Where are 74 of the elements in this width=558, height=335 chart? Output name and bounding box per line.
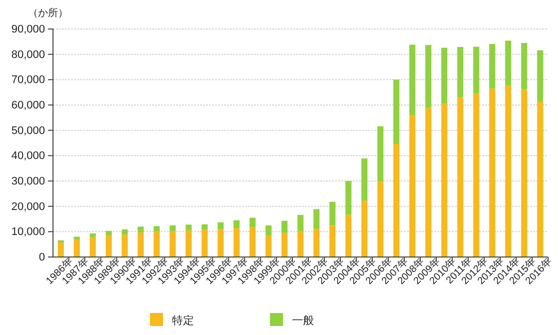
bar bbox=[377, 181, 384, 257]
bar bbox=[122, 229, 128, 234]
bar bbox=[90, 236, 96, 257]
bar bbox=[266, 236, 272, 257]
y-tick-label: 80,000 bbox=[11, 48, 45, 61]
bar bbox=[441, 48, 448, 104]
y-tick-label: 60,000 bbox=[11, 100, 45, 112]
bar bbox=[74, 236, 80, 240]
bar bbox=[90, 233, 96, 237]
bar bbox=[74, 240, 80, 257]
legend-label: 特定 bbox=[172, 314, 194, 327]
bar bbox=[537, 50, 544, 102]
y-tick-label: 20,000 bbox=[11, 200, 45, 213]
bar bbox=[218, 222, 224, 230]
bar bbox=[473, 93, 480, 257]
bar bbox=[457, 97, 464, 257]
bar bbox=[58, 242, 64, 257]
y-tick-label: 10,000 bbox=[11, 226, 45, 238]
y-tick-label: 90,000 bbox=[11, 24, 45, 36]
bar bbox=[297, 214, 304, 231]
bar bbox=[329, 225, 336, 257]
bar bbox=[106, 236, 112, 257]
bar bbox=[218, 229, 224, 257]
bar bbox=[234, 228, 240, 257]
bar bbox=[521, 89, 528, 257]
bar bbox=[329, 202, 336, 226]
bar bbox=[250, 218, 256, 228]
bar bbox=[409, 44, 416, 116]
bar bbox=[297, 230, 304, 257]
bar bbox=[266, 225, 272, 236]
bar bbox=[505, 86, 512, 257]
bar bbox=[361, 200, 368, 257]
bar bbox=[202, 224, 208, 230]
y-tick-label: 0 bbox=[38, 252, 45, 264]
bar bbox=[409, 115, 416, 257]
bar bbox=[313, 228, 320, 257]
bar bbox=[537, 102, 544, 257]
y-tick-label: 50,000 bbox=[11, 124, 45, 137]
bar bbox=[250, 227, 256, 257]
bar bbox=[345, 214, 352, 257]
bar bbox=[170, 231, 176, 257]
bar bbox=[441, 104, 448, 257]
bar bbox=[106, 230, 112, 236]
y-tick-label: 30,000 bbox=[11, 176, 45, 188]
bar bbox=[170, 225, 176, 232]
bar bbox=[122, 234, 128, 257]
bar bbox=[425, 108, 432, 257]
bar bbox=[313, 209, 320, 229]
bar bbox=[186, 230, 192, 257]
y-tick-label: 70,000 bbox=[11, 74, 45, 86]
bar bbox=[281, 232, 288, 257]
bar bbox=[377, 126, 384, 181]
bar bbox=[361, 158, 368, 201]
bar bbox=[234, 220, 240, 228]
bar bbox=[138, 226, 144, 232]
bar bbox=[345, 181, 352, 215]
bar bbox=[202, 230, 208, 257]
bar bbox=[489, 44, 496, 89]
bar bbox=[457, 46, 464, 98]
legend-label: 一般 bbox=[292, 314, 314, 327]
y-axis-title: （か所） bbox=[28, 7, 68, 19]
bar bbox=[138, 232, 144, 257]
bar bbox=[393, 144, 400, 257]
bar bbox=[186, 224, 192, 230]
y-tick-label: 40,000 bbox=[11, 150, 45, 162]
bar bbox=[281, 220, 288, 233]
bar bbox=[473, 46, 480, 94]
bar bbox=[521, 42, 528, 90]
bar bbox=[425, 44, 432, 108]
bar bbox=[393, 80, 400, 144]
bar bbox=[505, 40, 512, 86]
bar bbox=[154, 231, 160, 257]
bar bbox=[489, 88, 496, 257]
bar bbox=[154, 226, 160, 232]
